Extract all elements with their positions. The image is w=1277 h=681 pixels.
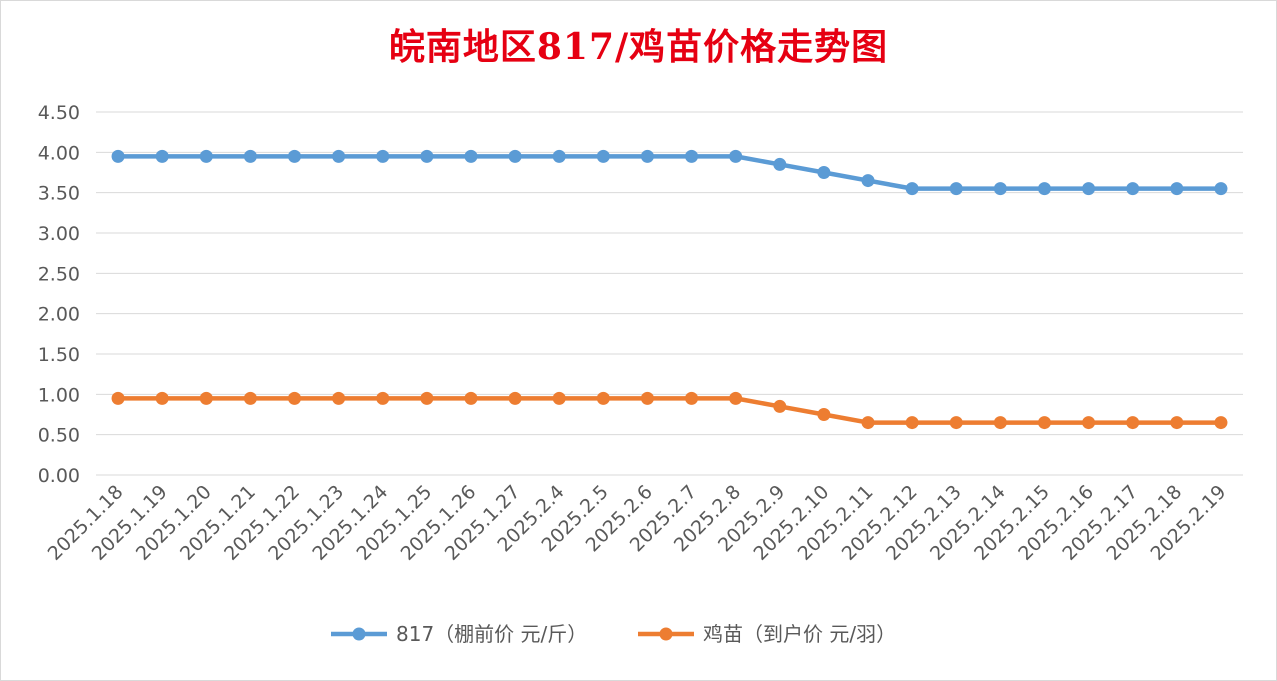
data-point: [1126, 182, 1140, 196]
data-point: [1170, 182, 1184, 196]
data-point: [155, 149, 169, 163]
y-tick-label: 3.50: [38, 183, 80, 205]
data-point: [376, 391, 390, 405]
data-point: [905, 182, 919, 196]
data-point: [773, 399, 787, 413]
y-tick-label: 0.00: [38, 465, 80, 487]
data-point: [155, 391, 169, 405]
data-point: [464, 149, 478, 163]
data-point: [993, 416, 1007, 430]
data-point: [640, 391, 654, 405]
data-point: [1037, 182, 1051, 196]
data-point: [111, 149, 125, 163]
y-tick-label: 4.00: [38, 142, 80, 164]
data-point: [596, 391, 610, 405]
data-point: [1170, 416, 1184, 430]
data-point: [420, 149, 434, 163]
data-point: [332, 391, 346, 405]
data-point: [199, 391, 213, 405]
legend-entry: 817（棚前价 元/斤）: [331, 622, 587, 646]
y-tick-label: 1.00: [38, 384, 80, 406]
data-point: [332, 149, 346, 163]
data-point: [508, 391, 522, 405]
data-point: [729, 149, 743, 163]
data-point: [1082, 416, 1096, 430]
data-point: [1037, 416, 1051, 430]
y-tick-label: 2.50: [38, 263, 80, 285]
y-tick-label: 3.00: [38, 223, 80, 245]
legend-label: 817（棚前价 元/斤）: [396, 622, 587, 646]
data-point: [993, 182, 1007, 196]
data-point: [861, 174, 875, 188]
data-point: [861, 416, 875, 430]
y-tick-label: 1.50: [38, 344, 80, 366]
data-point: [905, 416, 919, 430]
legend-entry: 鸡苗（到户价 元/羽）: [638, 622, 896, 646]
data-point: [949, 182, 963, 196]
chart-title: 皖南地区817/鸡苗价格走势图: [388, 26, 889, 68]
data-point: [199, 149, 213, 163]
data-point: [288, 391, 302, 405]
y-tick-label: 0.50: [38, 425, 80, 447]
data-point: [111, 391, 125, 405]
data-point: [464, 391, 478, 405]
data-point: [817, 166, 831, 179]
legend-marker: [659, 627, 673, 641]
data-point: [1126, 416, 1140, 430]
data-point: [552, 391, 566, 405]
y-tick-label: 4.50: [38, 102, 80, 124]
gridlines: [96, 111, 1243, 476]
series-line: [115, 396, 1224, 425]
data-point: [685, 149, 699, 163]
data-point: [420, 391, 434, 405]
data-point: [1082, 182, 1096, 196]
data-point: [685, 391, 699, 405]
data-point: [640, 149, 654, 163]
series-1: [111, 149, 1228, 196]
data-point: [243, 391, 257, 405]
legend-marker: [352, 627, 366, 641]
y-axis-ticks: 0.00 0.50 1.00 1.50 2.00 2.50 3.00 3.50 4.00 4.50: [38, 102, 80, 487]
data-point: [596, 149, 610, 163]
data-point: [508, 149, 522, 163]
data-point: [949, 416, 963, 430]
data-point: [288, 149, 302, 163]
y-tick-label: 2.00: [38, 304, 80, 326]
series-line: [115, 154, 1224, 191]
x-axis-ticks: 2025.1.182025.1.192025.1.202025.1.212025…: [44, 481, 1231, 565]
data-point: [376, 149, 390, 163]
data-point: [729, 391, 743, 405]
data-point: [243, 149, 257, 163]
data-point: [773, 157, 787, 171]
data-point: [552, 149, 566, 163]
series-group: [111, 149, 1228, 430]
legend: 817（棚前价 元/斤） 鸡苗（到户价 元/羽）: [331, 622, 896, 646]
data-point: [1214, 182, 1228, 196]
data-point: [817, 408, 831, 421]
series-2: [111, 391, 1228, 430]
legend-label: 鸡苗（到户价 元/羽）: [703, 622, 896, 646]
data-point: [1214, 416, 1228, 430]
